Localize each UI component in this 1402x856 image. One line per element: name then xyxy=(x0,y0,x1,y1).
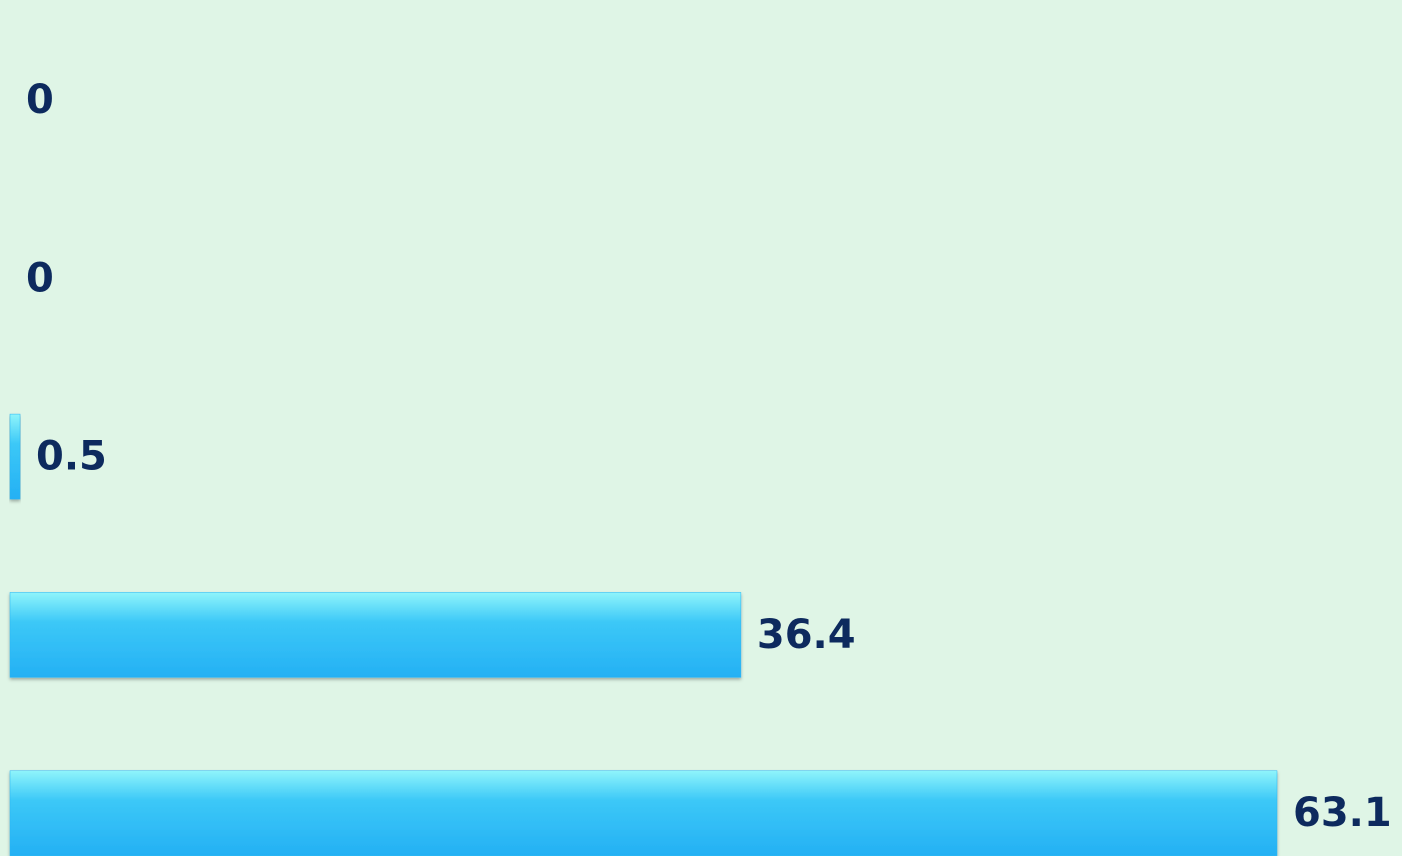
bar xyxy=(9,413,21,500)
value-label: 0.5 xyxy=(36,434,107,480)
value-label: 0 xyxy=(26,77,54,123)
bar xyxy=(9,770,1278,856)
value-label: 63.1 xyxy=(1293,790,1392,836)
value-label: 36.4 xyxy=(757,612,856,658)
bar xyxy=(9,592,742,678)
value-label: 0 xyxy=(26,255,54,301)
